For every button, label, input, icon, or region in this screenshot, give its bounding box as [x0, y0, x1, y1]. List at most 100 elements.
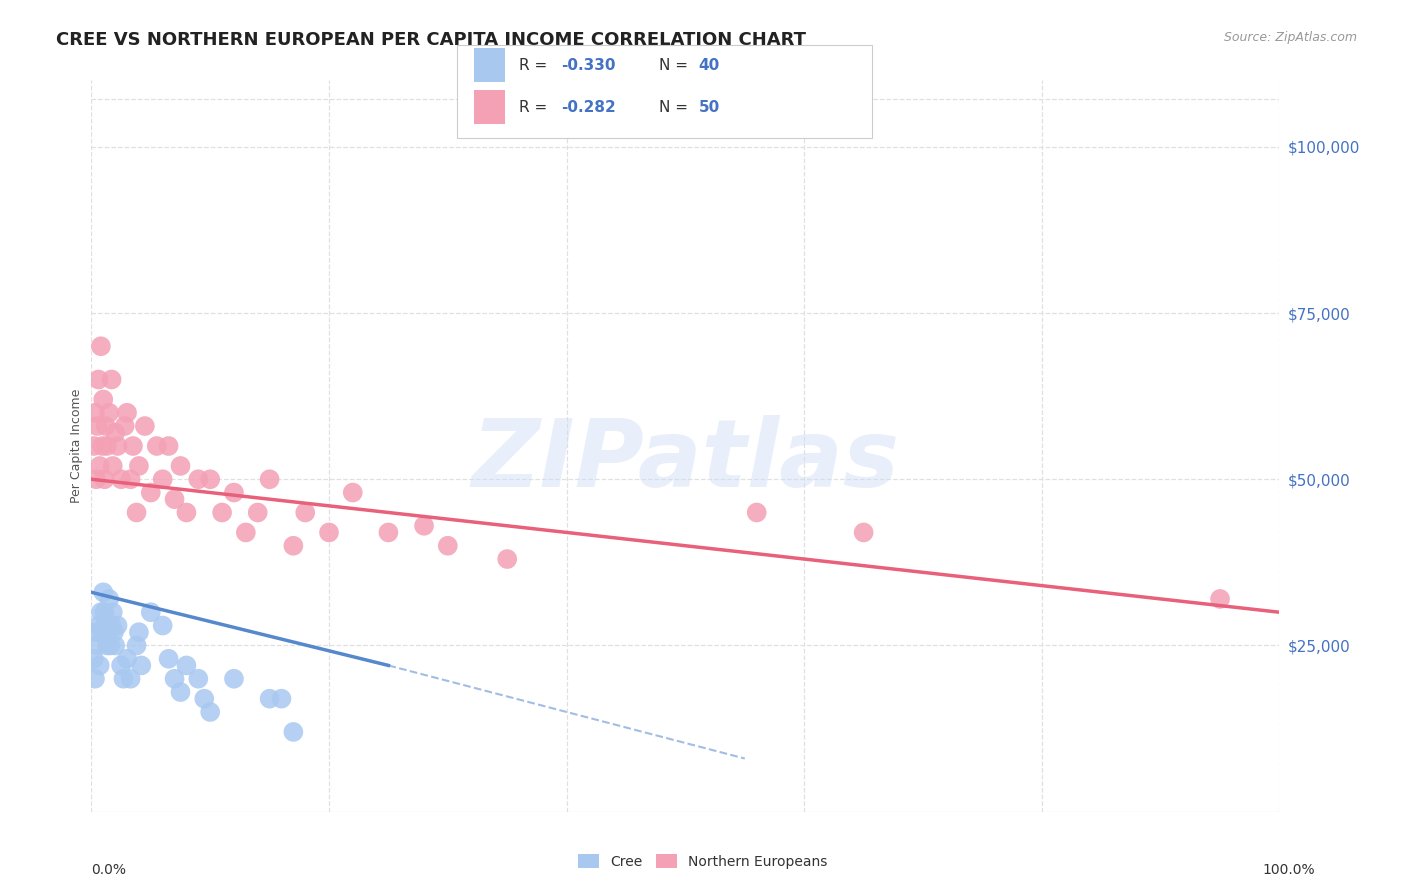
Point	[115, 652, 138, 666]
Point	[176, 506, 198, 520]
Point	[93, 472, 115, 486]
Point	[90, 339, 112, 353]
Point	[318, 525, 340, 540]
Point	[169, 458, 191, 473]
Point	[100, 618, 122, 632]
Point	[496, 552, 519, 566]
Text: R =: R =	[519, 100, 553, 115]
Text: 50: 50	[699, 100, 720, 115]
Point	[134, 419, 156, 434]
Point	[86, 419, 108, 434]
Point	[112, 672, 135, 686]
Y-axis label: Per Capita Income: Per Capita Income	[70, 389, 83, 503]
Text: Source: ZipAtlas.com: Source: ZipAtlas.com	[1223, 31, 1357, 45]
Text: CREE VS NORTHERN EUROPEAN PER CAPITA INCOME CORRELATION CHART: CREE VS NORTHERN EUROPEAN PER CAPITA INC…	[56, 31, 806, 49]
Point	[436, 539, 458, 553]
Text: -0.282: -0.282	[561, 100, 616, 115]
Point	[235, 525, 257, 540]
Point	[103, 625, 125, 640]
Point	[84, 472, 107, 486]
Point	[91, 585, 114, 599]
Point	[222, 485, 245, 500]
Point	[96, 439, 118, 453]
Point	[91, 439, 114, 453]
Point	[413, 518, 436, 533]
Point	[211, 506, 233, 520]
Point	[101, 605, 124, 619]
Point	[128, 625, 150, 640]
Point	[129, 658, 152, 673]
Point	[187, 472, 209, 486]
Point	[87, 618, 110, 632]
Point	[104, 639, 127, 653]
Point	[100, 372, 122, 386]
Point	[97, 625, 120, 640]
Point	[120, 672, 142, 686]
Point	[259, 472, 281, 486]
Text: ZIPatlas: ZIPatlas	[471, 415, 900, 507]
Point	[101, 458, 124, 473]
Point	[110, 658, 132, 673]
Text: N =: N =	[659, 58, 693, 72]
Point	[94, 618, 117, 632]
Point	[125, 506, 148, 520]
Point	[200, 472, 222, 486]
Point	[139, 485, 162, 500]
Point	[222, 672, 245, 686]
Point	[259, 691, 281, 706]
Point	[115, 406, 138, 420]
Point	[86, 639, 108, 653]
Point	[122, 439, 145, 453]
Point	[852, 525, 875, 540]
Point	[89, 458, 111, 473]
Point	[107, 439, 129, 453]
Point	[377, 525, 399, 540]
Point	[157, 652, 180, 666]
Text: 0.0%: 0.0%	[91, 863, 127, 877]
Point	[104, 425, 127, 440]
Point	[90, 605, 112, 619]
Point	[200, 705, 222, 719]
Point	[84, 672, 107, 686]
Point	[169, 685, 191, 699]
Point	[187, 672, 209, 686]
Text: N =: N =	[659, 100, 693, 115]
Point	[114, 419, 136, 434]
Point	[152, 618, 174, 632]
Point	[342, 485, 364, 500]
Point	[125, 639, 148, 653]
Point	[1209, 591, 1232, 606]
Point	[107, 618, 129, 632]
Point	[163, 492, 186, 507]
Point	[139, 605, 162, 619]
Point	[128, 458, 150, 473]
Text: R =: R =	[519, 58, 553, 72]
Point	[120, 472, 142, 486]
Point	[87, 372, 110, 386]
Text: -0.330: -0.330	[561, 58, 616, 72]
Point	[246, 506, 269, 520]
Point	[294, 506, 316, 520]
Point	[176, 658, 198, 673]
Point	[145, 439, 167, 453]
Point	[91, 625, 114, 640]
Point	[152, 472, 174, 486]
Point	[84, 406, 107, 420]
Point	[94, 419, 117, 434]
Point	[93, 605, 115, 619]
Text: 40: 40	[699, 58, 720, 72]
Point	[163, 672, 186, 686]
Point	[96, 639, 118, 653]
Point	[84, 625, 107, 640]
Legend: Cree, Northern Europeans: Cree, Northern Europeans	[572, 848, 834, 874]
Point	[157, 439, 180, 453]
Text: 100.0%: 100.0%	[1263, 863, 1315, 877]
Point	[100, 639, 122, 653]
Point	[283, 725, 305, 739]
Point	[745, 506, 768, 520]
Point	[83, 439, 105, 453]
Point	[98, 406, 121, 420]
Point	[89, 658, 111, 673]
Point	[283, 539, 305, 553]
Point	[270, 691, 292, 706]
